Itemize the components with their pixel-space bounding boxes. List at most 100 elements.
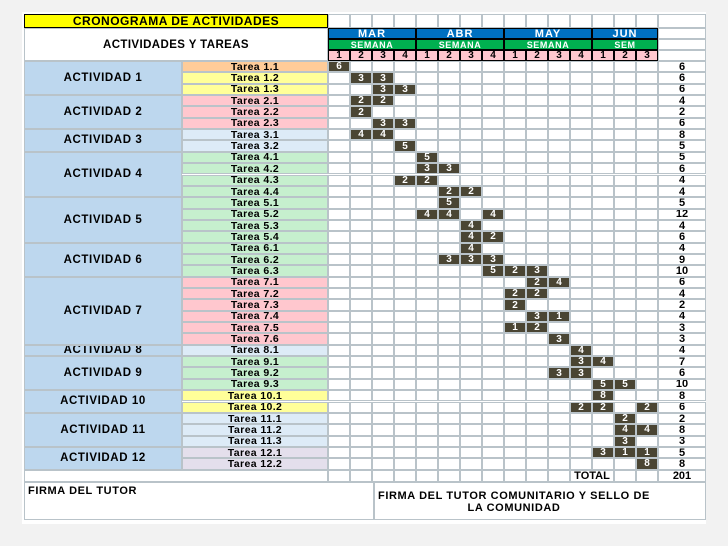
schedule-cell	[482, 197, 504, 209]
schedule-cell	[460, 61, 482, 73]
schedule-cell	[636, 72, 658, 84]
schedule-cell	[328, 288, 350, 300]
task-label: Tarea 7.2	[182, 288, 328, 300]
schedule-cell	[482, 95, 504, 107]
schedule-cell	[394, 310, 416, 323]
schedule-cell	[460, 151, 482, 164]
schedule-cell	[504, 83, 526, 96]
schedule-cell	[460, 129, 482, 141]
schedule-mark: 4	[548, 276, 570, 288]
schedule-cell	[328, 424, 350, 436]
task-label: Tarea 5.3	[182, 219, 328, 232]
task-total: 2	[658, 106, 706, 118]
schedule-cell	[504, 378, 526, 391]
schedule-cell	[592, 197, 614, 209]
schedule-cell	[570, 412, 592, 425]
schedule-cell	[592, 185, 614, 198]
schedule-cell	[592, 412, 614, 425]
task-total: 10	[658, 378, 706, 391]
schedule-sheet: CRONOGRAMA DE ACTIVIDADES ACTIVIDADES Y T…	[22, 12, 706, 524]
schedule-cell	[372, 310, 394, 323]
task-label: Tarea 11.3	[182, 435, 328, 447]
schedule-cell	[350, 299, 372, 311]
schedule-cell	[372, 242, 394, 254]
schedule-cell	[636, 367, 658, 379]
schedule-cell	[592, 458, 614, 470]
blank-cell	[526, 469, 548, 482]
semana-header: SEMANA	[416, 39, 504, 50]
schedule-cell	[328, 333, 350, 345]
schedule-cell	[460, 95, 482, 107]
activity-label: ACTIVIDAD 4	[24, 151, 182, 198]
schedule-cell	[460, 265, 482, 277]
schedule-cell	[416, 253, 438, 266]
schedule-cell	[416, 129, 438, 141]
task-total: 8	[658, 129, 706, 141]
schedule-cell	[614, 458, 636, 470]
schedule-cell	[350, 242, 372, 254]
task-label: Tarea 4.3	[182, 174, 328, 186]
week-number-cell: 1	[504, 50, 526, 61]
schedule-cell	[614, 197, 636, 209]
schedule-mark: 4	[482, 208, 504, 220]
week-number-cell: 2	[526, 50, 548, 61]
schedule-cell	[570, 129, 592, 141]
schedule-cell	[504, 140, 526, 152]
schedule-cell	[526, 458, 548, 470]
task-total: 4	[658, 174, 706, 186]
schedule-mark: 4	[438, 208, 460, 220]
schedule-cell	[526, 344, 548, 357]
schedule-cell	[328, 378, 350, 391]
schedule-cell	[394, 276, 416, 288]
schedule-cell	[636, 208, 658, 220]
schedule-cell	[526, 95, 548, 107]
schedule-cell	[416, 390, 438, 402]
schedule-cell	[592, 72, 614, 84]
schedule-mark: 3	[460, 253, 482, 266]
schedule-cell	[548, 446, 570, 459]
schedule-cell	[482, 83, 504, 96]
schedule-cell	[372, 333, 394, 345]
week-number-cell: 1	[328, 50, 350, 61]
schedule-cell	[328, 356, 350, 368]
schedule-cell	[570, 446, 592, 459]
schedule-cell	[570, 288, 592, 300]
schedule-cell	[482, 333, 504, 345]
schedule-mark: 2	[504, 265, 526, 277]
task-label: Tarea 9.2	[182, 367, 328, 379]
community-signature-label: FIRMA DEL TUTOR COMUNITARIO Y SELLO DE L…	[378, 489, 650, 514]
schedule-cell	[614, 333, 636, 345]
schedule-cell	[504, 435, 526, 447]
task-total: 10	[658, 265, 706, 277]
schedule-cell	[636, 174, 658, 186]
schedule-cell	[416, 310, 438, 323]
schedule-cell	[416, 197, 438, 209]
schedule-mark: 4	[570, 344, 592, 357]
schedule-cell	[570, 435, 592, 447]
schedule-cell	[570, 163, 592, 175]
task-label: Tarea 7.4	[182, 310, 328, 323]
schedule-mark: 3	[350, 72, 372, 84]
schedule-cell	[592, 83, 614, 96]
schedule-cell	[482, 185, 504, 198]
schedule-cell	[372, 322, 394, 334]
schedule-cell	[636, 356, 658, 368]
schedule-cell	[504, 174, 526, 186]
schedule-mark: 4	[592, 356, 614, 368]
task-label: Tarea 10.2	[182, 401, 328, 413]
schedule-cell	[482, 299, 504, 311]
week-number-cell: 3	[460, 50, 482, 61]
schedule-cell	[570, 310, 592, 323]
schedule-cell	[460, 356, 482, 368]
schedule-cell	[570, 72, 592, 84]
schedule-cell	[636, 219, 658, 232]
schedule-cell	[460, 401, 482, 413]
schedule-cell	[372, 197, 394, 209]
schedule-cell	[438, 378, 460, 391]
schedule-mark: 2	[350, 95, 372, 107]
schedule-cell	[438, 174, 460, 186]
schedule-cell	[350, 61, 372, 73]
blank-cell	[548, 469, 570, 482]
schedule-cell	[504, 61, 526, 73]
schedule-cell	[372, 435, 394, 447]
